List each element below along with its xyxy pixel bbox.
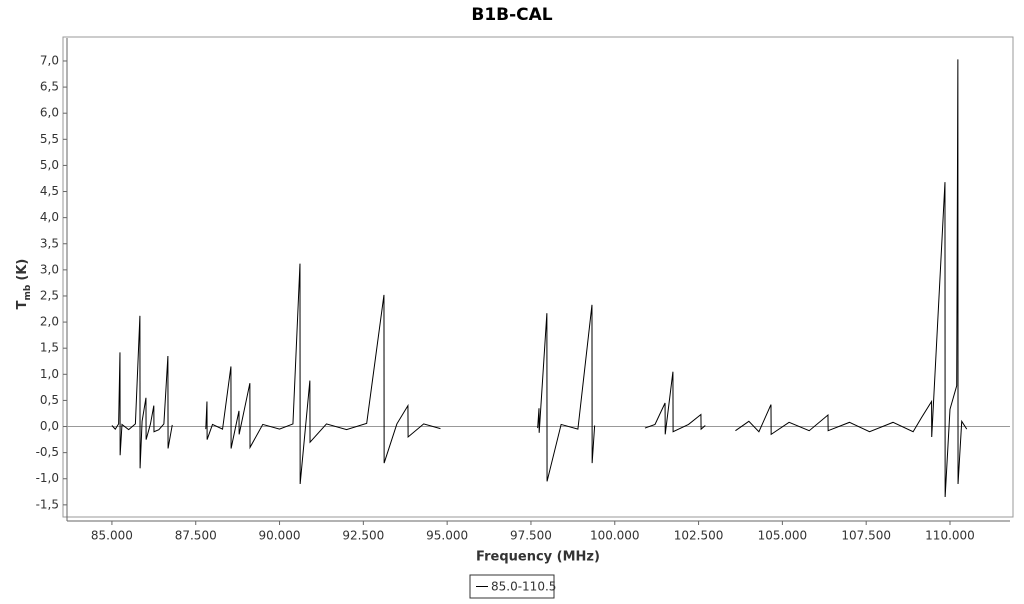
y-axis-title-sub: mb: [23, 284, 33, 300]
plot-frame: [62, 36, 1014, 518]
y-tick-label: -1,0: [36, 471, 59, 485]
x-tick-label: 90.000: [259, 529, 301, 543]
y-tick-label: 4,5: [40, 184, 59, 198]
y-tick-label: -0,5: [36, 445, 59, 459]
y-tick-label: 6,0: [40, 106, 59, 120]
y-tick-label: -1,5: [36, 497, 59, 511]
x-tick-label: 102.500: [674, 529, 724, 543]
x-axis-title: Frequency (MHz): [476, 550, 600, 565]
x-tick-label: 95.000: [426, 529, 468, 543]
y-tick-label: 1,0: [40, 367, 59, 381]
y-axis-title-main: T: [15, 300, 30, 309]
y-axis-title-unit: (K): [15, 259, 30, 281]
x-tick-label: 100.000: [590, 529, 640, 543]
series-line: [111, 59, 968, 498]
legend-label: 85.0-110.5: [491, 580, 556, 594]
y-tick-label: 5,0: [40, 158, 59, 172]
y-tick-label: 3,0: [40, 262, 59, 276]
y-tick-label: 3,5: [40, 236, 59, 250]
y-tick-label: 5,5: [40, 132, 59, 146]
x-tick-label: 85.000: [91, 529, 133, 543]
y-tick-label: 6,5: [40, 80, 59, 94]
y-tick-label: 0,0: [40, 419, 59, 433]
y-tick-label: 4,0: [40, 210, 59, 224]
x-tick-label: 110.000: [925, 529, 975, 543]
chart-title: B1B-CAL: [471, 5, 552, 25]
y-axis-title: Tmb (K): [15, 259, 33, 310]
x-tick-label: 107.500: [841, 529, 891, 543]
y-tick-label: 2,5: [40, 288, 59, 302]
x-tick-label: 105.000: [758, 529, 808, 543]
y-tick-label: 1,5: [40, 341, 59, 355]
y-tick-label: 7,0: [40, 53, 59, 67]
x-tick-label: 97.500: [510, 529, 552, 543]
y-tick-label: 0,5: [40, 393, 59, 407]
legend: [469, 574, 555, 599]
y-tick-label: 2,0: [40, 315, 59, 329]
x-tick-label: 92.500: [342, 529, 384, 543]
x-tick-label: 87.500: [175, 529, 217, 543]
